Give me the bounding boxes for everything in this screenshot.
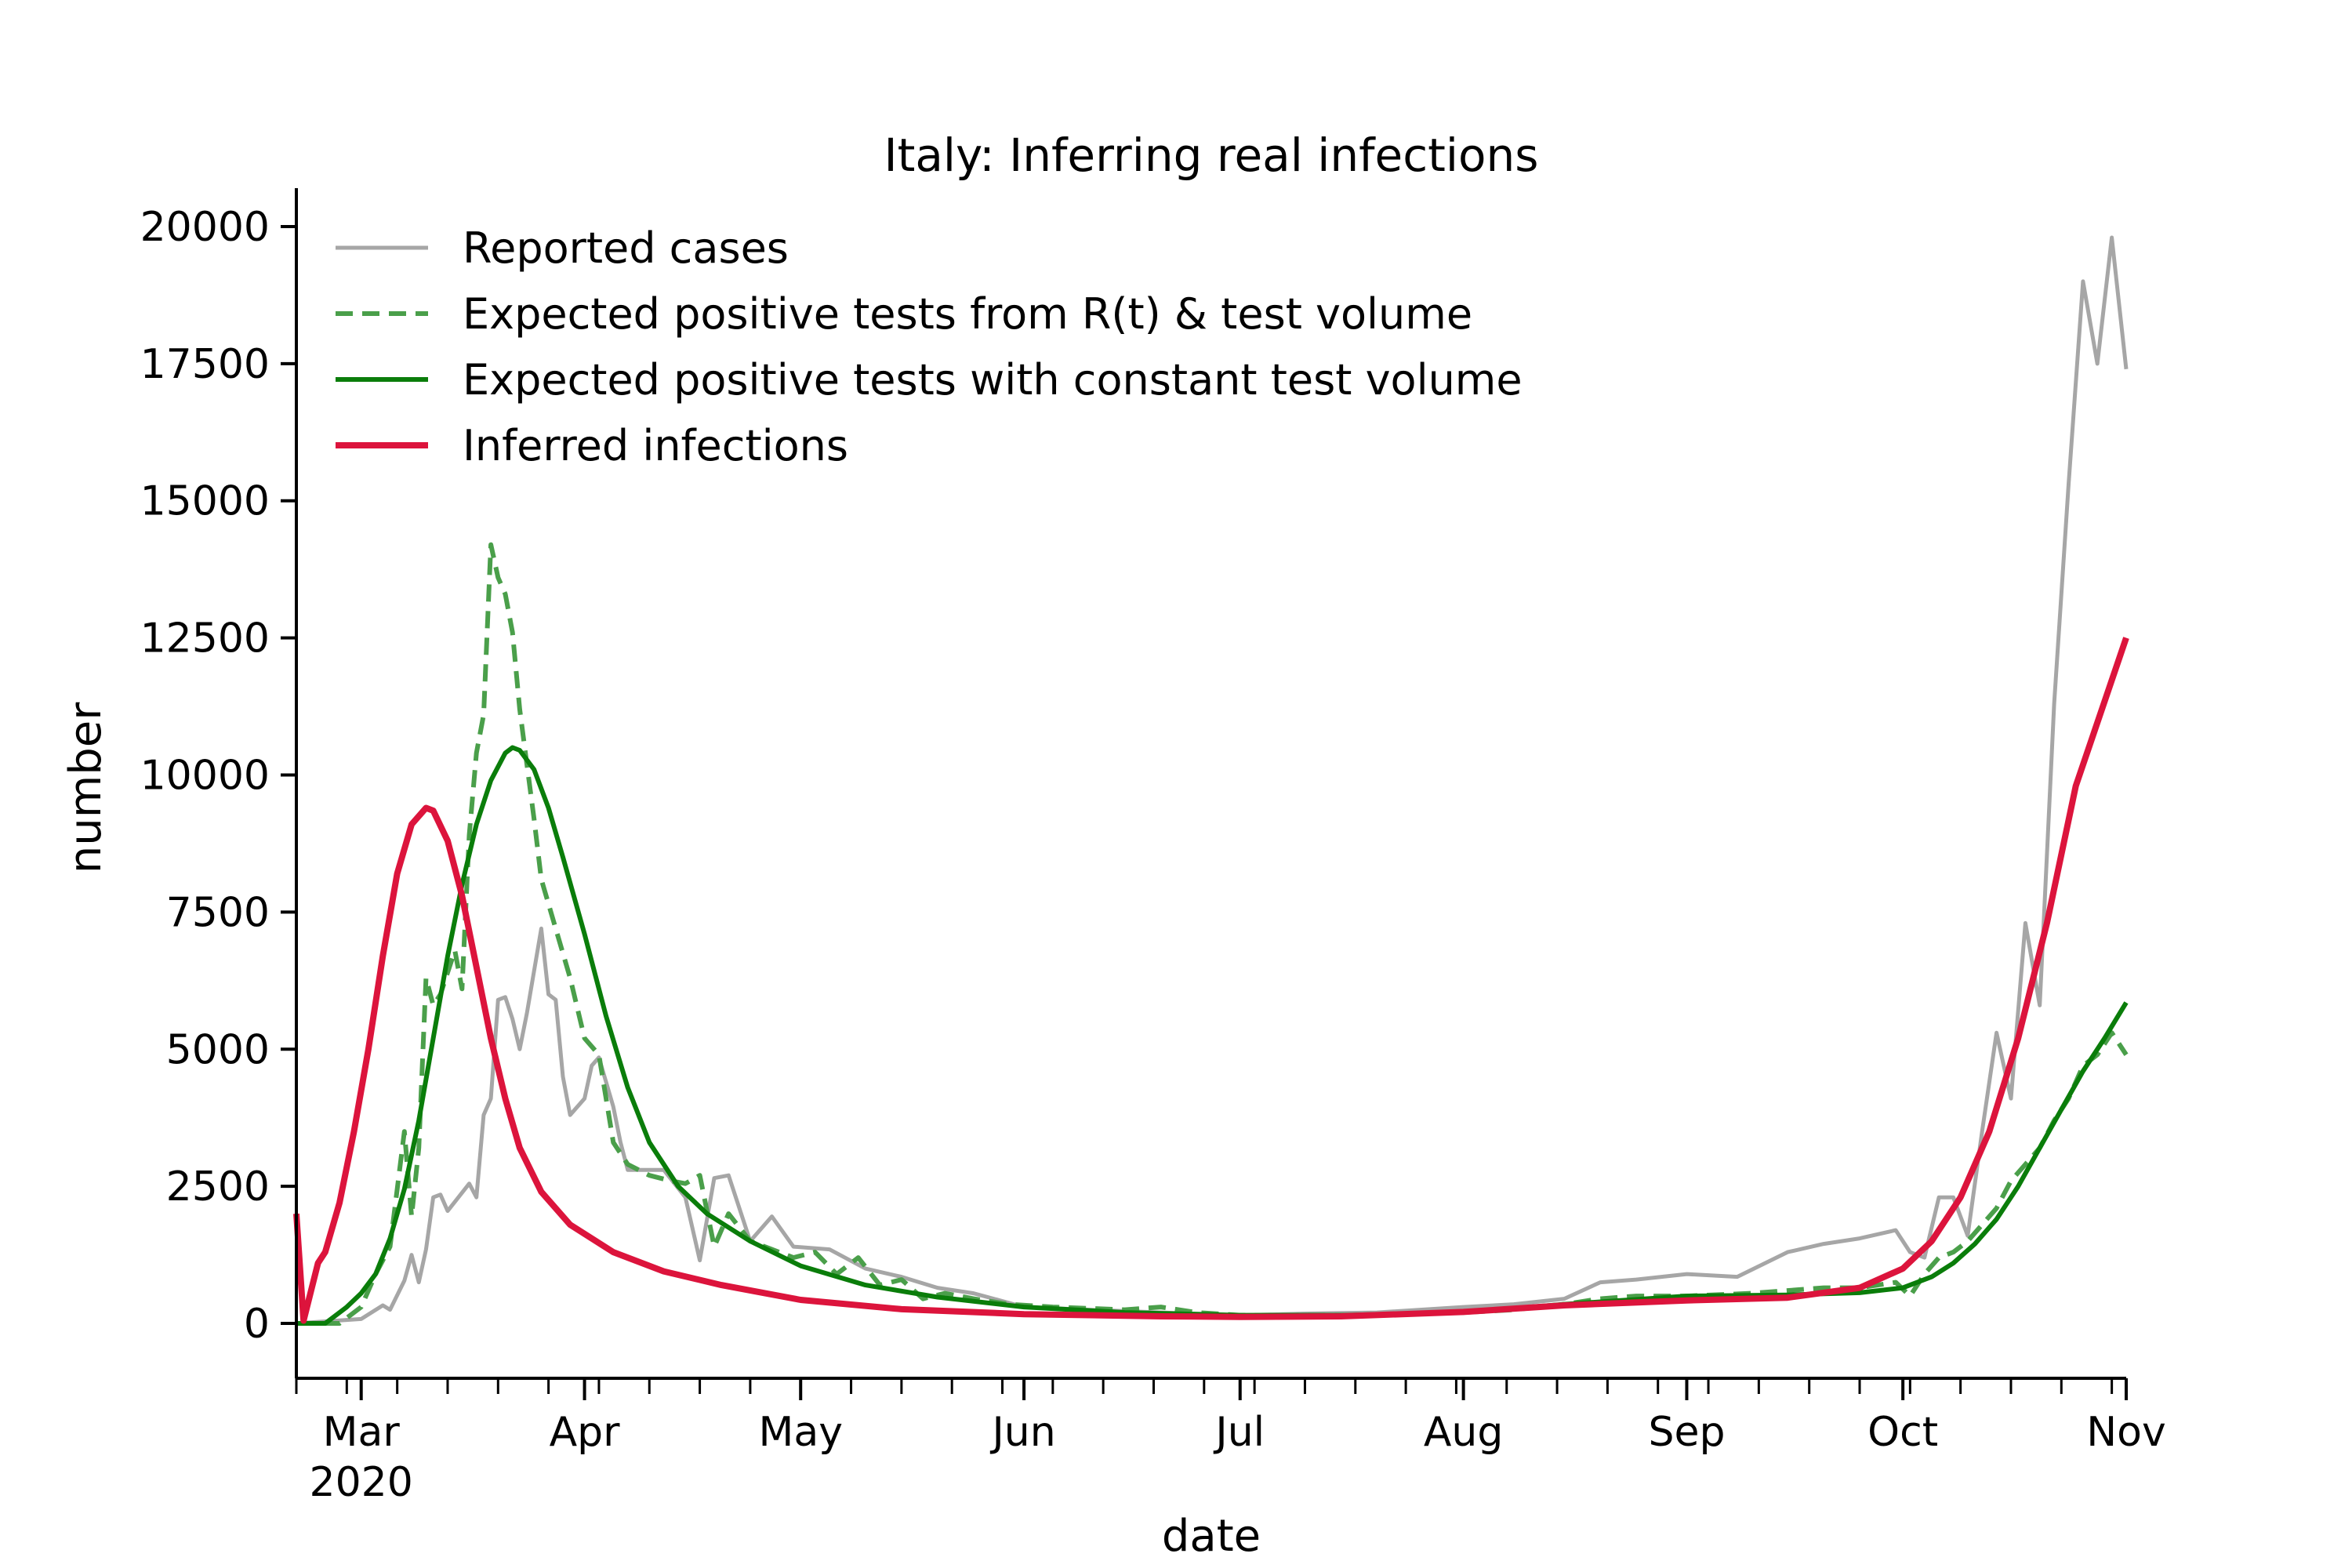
- x-tick-label: Aug: [1424, 1409, 1504, 1456]
- legend-label-0: Reported cases: [463, 223, 789, 273]
- y-tick-label: 17500: [140, 341, 270, 388]
- series-layer: [293, 235, 2129, 1326]
- y-tick-label: 12500: [140, 615, 270, 662]
- x-tick-label: Nov: [2086, 1409, 2166, 1456]
- chart-title: Italy: Inferring real infections: [884, 129, 1539, 182]
- y-tick-label: 0: [244, 1301, 270, 1348]
- x-tick-label: Oct: [1867, 1409, 1938, 1456]
- y-axis-label: number: [60, 702, 111, 874]
- y-tick-label: 2500: [166, 1163, 270, 1210]
- legend-label-1: Expected positive tests from R(t) & test…: [463, 289, 1472, 339]
- legend: Reported cases Expected positive tests fr…: [336, 223, 1523, 470]
- x-tick-sublabel: 2020: [310, 1459, 413, 1506]
- y-tick-label: 5000: [166, 1026, 270, 1073]
- series-line-1: [296, 542, 2129, 1326]
- y-tick-label: 10000: [140, 753, 270, 800]
- y-tick-label: 20000: [140, 204, 270, 251]
- series-line-0: [296, 235, 2129, 1326]
- x-tick-label: Jun: [989, 1409, 1055, 1456]
- x-tick-label: Mar: [323, 1409, 401, 1456]
- x-axis-label: date: [1162, 1511, 1261, 1562]
- x-tick-label: Jul: [1213, 1409, 1265, 1456]
- y-tick-label: 15000: [140, 478, 270, 525]
- y-tick-label: 7500: [166, 889, 270, 936]
- legend-label-2: Expected positive tests with constant te…: [463, 355, 1523, 405]
- series-line-3: [293, 637, 2129, 1324]
- x-tick-label: Apr: [550, 1409, 621, 1456]
- series-line-2: [296, 745, 2129, 1326]
- x-tick-label: May: [758, 1409, 843, 1456]
- axes-layer: 0 2500 5000 7500 10000 12500 15000 17500 20000 Ma…: [140, 188, 2166, 1506]
- legend-label-3: Inferred infections: [463, 421, 848, 470]
- x-tick-label: Sep: [1648, 1409, 1725, 1456]
